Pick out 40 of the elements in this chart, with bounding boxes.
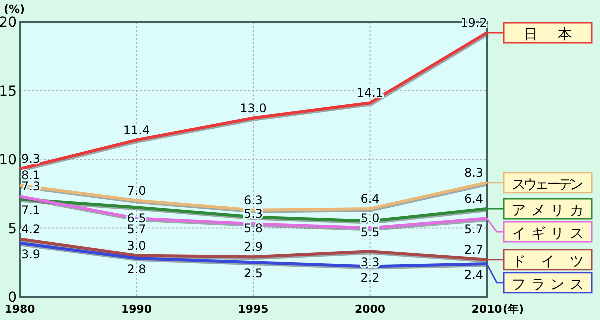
data-label: 2.7 [464, 242, 484, 257]
y-axis-title: (%) [4, 3, 26, 16]
x-tick-label: 1980 [4, 303, 36, 316]
x-tick-label: 1990 [121, 303, 152, 316]
data-label: 13.0 [240, 101, 267, 116]
data-label: 7.0 [127, 184, 146, 198]
name-アメリカ: アメリカ [512, 203, 584, 219]
data-label: 14.1 [356, 86, 384, 100]
y-tick-label: 20 [0, 15, 17, 31]
data-label: 4.2 [21, 222, 41, 236]
name-日本: 日本 [524, 27, 572, 43]
data-label: 8.3 [464, 166, 484, 180]
data-label: 3.0 [127, 238, 146, 253]
data-label: 2.8 [127, 262, 146, 276]
data-label: 2.2 [360, 270, 380, 285]
data-label: 3.9 [21, 247, 41, 262]
data-label: 7.1 [21, 203, 41, 218]
x-tick-label: 1995 [238, 303, 269, 316]
data-label: 6.4 [360, 192, 380, 206]
y-tick-label: 0 [8, 290, 17, 306]
x-tick-label: 2000 [354, 303, 386, 316]
y-tick-label: 15 [0, 84, 17, 100]
data-label: 6.4 [464, 192, 484, 206]
data-label: 9.3 [21, 152, 41, 166]
data-label: 5.5 [360, 225, 380, 240]
x-tick-label: 2010 [472, 303, 503, 316]
data-label: 6.3 [244, 193, 264, 208]
x-axis-title: (年) [503, 303, 524, 316]
data-label: 5.7 [464, 222, 484, 237]
data-label: 5.8 [244, 221, 264, 236]
name-フランス: フランス [512, 276, 584, 293]
y-tick-label: 5 [8, 221, 17, 238]
y-tick-label: 10 [0, 152, 17, 168]
data-label: 11.4 [123, 123, 150, 138]
data-label: 2.5 [244, 266, 264, 281]
data-label: 2.9 [244, 240, 264, 254]
data-label: 2.4 [464, 268, 484, 282]
name-スウェーデン: スウェーデン [512, 176, 584, 193]
name-ドイツ: ドイツ [512, 254, 584, 270]
name-イギリス: イギリス [512, 226, 584, 242]
